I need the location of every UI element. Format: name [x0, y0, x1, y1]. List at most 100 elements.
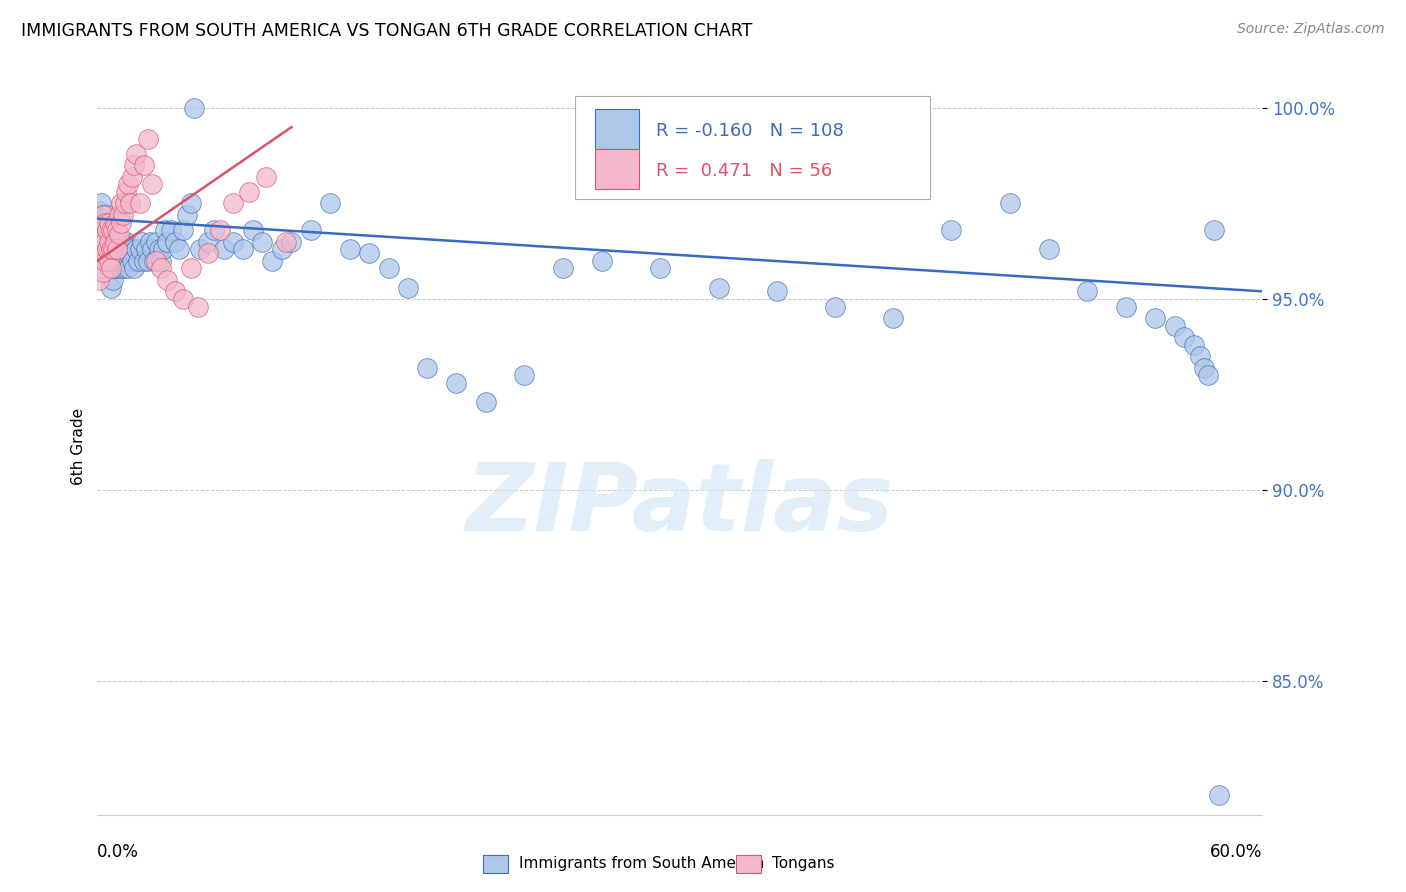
- Point: [98, 216, 121, 230]
- Point: [105, 242, 128, 256]
- Point: [98, 216, 121, 230]
- Point: [107, 253, 129, 268]
- Point: [94, 235, 117, 249]
- Point: [252, 235, 274, 249]
- Point: [101, 253, 124, 268]
- Point: [110, 261, 132, 276]
- Point: [91, 265, 114, 279]
- Point: [89, 273, 111, 287]
- Point: [89, 235, 111, 249]
- Point: [100, 242, 122, 256]
- Point: [104, 242, 127, 256]
- Point: [145, 235, 167, 249]
- Point: [446, 376, 468, 390]
- Point: [553, 261, 575, 276]
- Point: [104, 261, 127, 276]
- Point: [1173, 330, 1195, 344]
- Point: [96, 242, 118, 256]
- Point: [98, 253, 121, 268]
- Point: [120, 242, 142, 256]
- Point: [90, 223, 112, 237]
- Point: [188, 242, 211, 256]
- Point: [96, 223, 118, 237]
- Text: R = -0.160   N = 108: R = -0.160 N = 108: [657, 121, 844, 140]
- Point: [121, 253, 143, 268]
- Point: [117, 246, 139, 260]
- Point: [1038, 242, 1060, 256]
- Point: [91, 246, 114, 260]
- Point: [100, 242, 122, 256]
- Point: [145, 253, 167, 268]
- Text: 0.0%: 0.0%: [97, 843, 139, 861]
- Point: [270, 242, 292, 256]
- FancyBboxPatch shape: [575, 95, 931, 199]
- Point: [91, 208, 114, 222]
- Point: [142, 253, 165, 268]
- Point: [111, 235, 134, 249]
- Point: [117, 178, 139, 192]
- Point: [101, 235, 124, 249]
- Point: [96, 246, 118, 260]
- Point: [172, 292, 194, 306]
- Point: [882, 311, 904, 326]
- Point: [90, 216, 112, 230]
- Point: [107, 208, 129, 222]
- Point: [222, 235, 245, 249]
- Point: [91, 227, 114, 241]
- Point: [101, 242, 124, 256]
- Point: [105, 227, 128, 241]
- Y-axis label: 6th Grade: 6th Grade: [72, 408, 86, 484]
- Point: [114, 242, 136, 256]
- Point: [90, 261, 112, 276]
- Point: [115, 235, 138, 249]
- Point: [1202, 223, 1225, 237]
- Point: [765, 285, 787, 299]
- Point: [359, 246, 381, 260]
- Point: [238, 185, 260, 199]
- Point: [339, 242, 361, 256]
- Point: [136, 131, 159, 145]
- Point: [650, 261, 672, 276]
- Point: [107, 235, 129, 249]
- Point: [100, 223, 122, 237]
- Text: Source: ZipAtlas.com: Source: ZipAtlas.com: [1237, 22, 1385, 37]
- Text: 60.0%: 60.0%: [1209, 843, 1263, 861]
- Point: [135, 242, 157, 256]
- Point: [416, 360, 439, 375]
- Point: [90, 242, 112, 256]
- Text: ZIPatlas: ZIPatlas: [465, 459, 894, 551]
- Point: [105, 242, 128, 256]
- Point: [260, 253, 283, 268]
- Point: [94, 216, 117, 230]
- Point: [139, 235, 162, 249]
- Point: [104, 235, 127, 249]
- Point: [180, 196, 202, 211]
- Point: [1144, 311, 1167, 326]
- Point: [115, 253, 138, 268]
- Point: [125, 242, 148, 256]
- Point: [208, 223, 231, 237]
- Point: [280, 235, 302, 249]
- Point: [127, 253, 149, 268]
- Point: [105, 261, 128, 276]
- Point: [91, 246, 114, 260]
- Point: [141, 242, 163, 256]
- Text: Tongans: Tongans: [772, 856, 835, 871]
- Point: [141, 178, 163, 192]
- Point: [163, 285, 186, 299]
- Point: [319, 196, 342, 211]
- Bar: [595, 109, 638, 150]
- Point: [96, 227, 118, 241]
- Point: [156, 273, 179, 287]
- Point: [114, 196, 136, 211]
- Point: [824, 300, 846, 314]
- Point: [1115, 300, 1137, 314]
- Point: [94, 223, 117, 237]
- Point: [101, 273, 124, 287]
- Point: [129, 196, 152, 211]
- Point: [94, 261, 117, 276]
- Point: [167, 242, 190, 256]
- Point: [107, 227, 129, 241]
- Point: [100, 280, 122, 294]
- Point: [117, 261, 139, 276]
